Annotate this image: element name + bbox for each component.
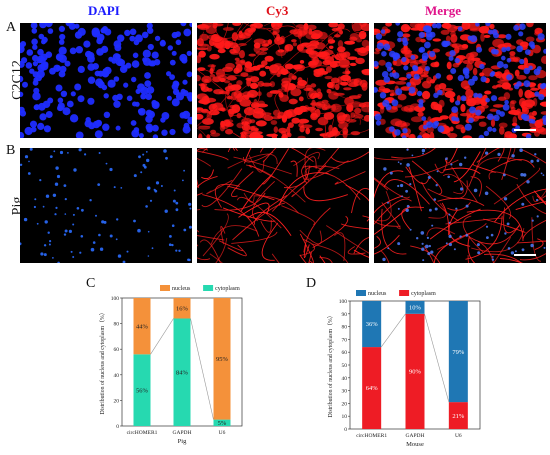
bar-data-label: 36% [366, 321, 379, 328]
x-tick-label: U6 [455, 433, 462, 439]
dapi-c2c12-image [20, 23, 192, 138]
bar-data-label: 16% [176, 305, 189, 312]
y-tick-label: 20 [342, 401, 348, 407]
bar-data-label: 10% [409, 305, 422, 312]
merge-c2c12-image [374, 23, 546, 138]
y-tick-label: 100 [111, 296, 120, 302]
y-tick-label: 70 [342, 337, 348, 343]
bar-nucleus-u6 [448, 301, 468, 403]
bar-connector-line [424, 313, 450, 403]
chart-c-stacked-bar: 0 20 40 60 80 100 Distribution of nucleus and … [99, 285, 243, 445]
bar-data-label: 5% [218, 420, 227, 427]
legend-label-cytoplasm: cytoplasm [215, 286, 240, 292]
x-tick-label: circHOMER1 [127, 430, 158, 436]
bar-connector-line [190, 318, 214, 420]
bar-data-label: 44% [136, 323, 149, 330]
y-axis-label: Distribution of nucleus and cytoplasm（%） [99, 310, 106, 415]
merge-pig-image [374, 148, 546, 263]
y-tick-label: 60 [114, 347, 120, 353]
y-tick-label: 90 [342, 312, 348, 318]
legend-label-nucleus: nucleus [368, 291, 387, 297]
legend-label-cytoplasm: cytoplasm [411, 291, 436, 297]
bar-nucleus-circhomer1 [133, 298, 151, 355]
cy3-pig-image [197, 148, 369, 263]
bar-nucleus-gapdh [405, 301, 425, 314]
bar-nucleus-u6 [213, 298, 231, 420]
bar-nucleus-gapdh [173, 298, 191, 319]
legend-label-nucleus: nucleus [172, 286, 191, 292]
bar-data-label: 95% [216, 356, 229, 363]
x-tick-label: GAPDH [173, 430, 192, 436]
y-axis-label: Distribution of nucleus and cytoplasm（%） [327, 313, 334, 418]
x-tick-label: GAPDH [406, 433, 425, 439]
bar-data-label: 79% [452, 349, 465, 356]
y-tick-label: 0 [116, 424, 119, 430]
bar-cytoplasm-gapdh [173, 318, 191, 426]
bar-cytoplasm-u6 [448, 402, 468, 429]
y-tick-label: 10 [342, 414, 348, 420]
y-tick-label: 80 [114, 322, 120, 328]
legend-swatch-nucleus [356, 290, 366, 296]
y-tick-label: 20 [114, 398, 120, 404]
bar-cytoplasm-circhomer1 [362, 347, 382, 429]
panel-letter-b: B [6, 143, 16, 158]
y-tick-label: 50 [342, 363, 348, 369]
x-axis-label: Pig [178, 438, 187, 445]
column-title-cy3: Cy3 [266, 3, 289, 18]
y-tick-label: 0 [344, 427, 347, 433]
y-tick-label: 60 [342, 350, 348, 356]
y-tick-label: 80 [342, 325, 348, 331]
panel-letter-a: A [6, 20, 17, 35]
legend-swatch-cytoplasm [399, 290, 410, 296]
y-tick-label: 100 [339, 299, 348, 305]
legend-swatch-cytoplasm [203, 285, 214, 291]
bar-cytoplasm-circhomer1 [133, 354, 151, 426]
column-title-merge: Merge [425, 3, 462, 18]
panel-letter-d: D [306, 276, 317, 291]
y-tick-label: 40 [114, 373, 120, 379]
x-tick-label: U6 [219, 430, 226, 436]
bar-cytoplasm-u6 [213, 419, 231, 426]
bar-nucleus-circhomer1 [362, 301, 382, 348]
y-tick-label: 40 [342, 376, 348, 382]
y-tick-label: 30 [342, 389, 348, 395]
bar-data-label: 84% [176, 369, 189, 376]
bar-data-label: 56% [136, 387, 149, 394]
bar-data-label: 21% [452, 413, 465, 420]
bar-data-label: 64% [366, 385, 379, 392]
dapi-pig-image [20, 148, 192, 263]
x-axis-label: Mouse [406, 441, 424, 448]
chart-d-stacked-bar: 0 10 20 30 40 50 60 70 80 90 100 Distribution of nu… [327, 290, 481, 448]
panel-letter-c: C [86, 276, 96, 291]
bar-connector-line [380, 313, 406, 348]
bar-data-label: 90% [409, 369, 422, 376]
x-tick-label: circHOMER1 [356, 433, 387, 439]
bar-connector-line [150, 318, 174, 355]
bar-cytoplasm-gapdh [405, 313, 425, 429]
column-title-dapi: DAPI [88, 3, 120, 18]
legend-swatch-nucleus [160, 285, 170, 291]
cy3-c2c12-image [197, 23, 369, 138]
